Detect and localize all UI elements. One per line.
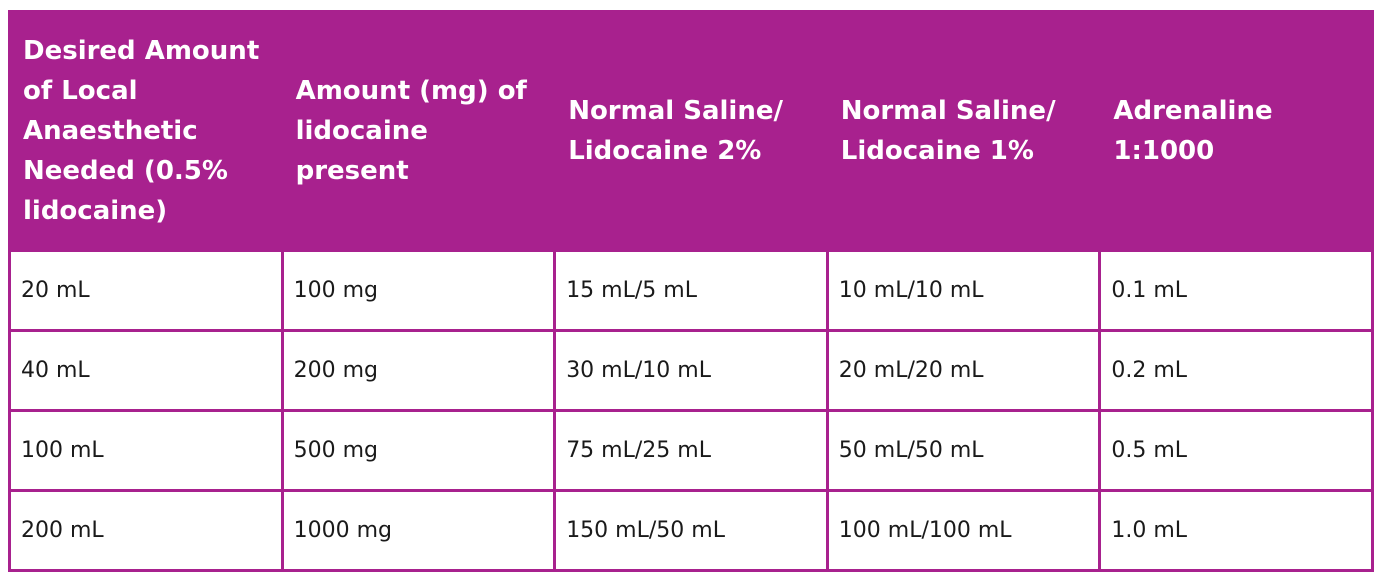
table-cell: 200 mL <box>8 489 284 572</box>
header-cell: Normal Saline/ Lidocaine 2% <box>553 10 829 252</box>
header-cell: Adrenaline 1:1000 <box>1098 10 1374 252</box>
table-cell: 0.5 mL <box>1098 409 1374 492</box>
table-body: 20 mL 100 mg 15 mL/5 mL 10 mL/10 mL 0.1 mL 40… <box>8 249 1374 572</box>
table-cell: 100 mg <box>280 249 557 332</box>
dosage-table: Desired Amount of Local Anaesthetic Need… <box>8 10 1374 572</box>
table-cell: 50 mL/50 mL <box>825 409 1102 492</box>
table-row: 40 mL 200 mg 30 mL/10 mL 20 mL/20 mL 0.2 mL <box>8 329 1374 412</box>
table-row: 20 mL 100 mg 15 mL/5 mL 10 mL/10 mL 0.1 mL <box>8 249 1374 332</box>
table-cell: 30 mL/10 mL <box>553 329 829 412</box>
header-row: Desired Amount of Local Anaesthetic Need… <box>8 10 1374 252</box>
table-cell: 1.0 mL <box>1098 489 1374 572</box>
table-row: 200 mL 1000 mg 150 mL/50 mL 100 mL/100 mL 1.… <box>8 489 1374 572</box>
table-cell: 200 mg <box>280 329 557 412</box>
table-cell: 0.2 mL <box>1098 329 1374 412</box>
table-cell: 100 mL/100 mL <box>825 489 1102 572</box>
table-cell: 0.1 mL <box>1098 249 1374 332</box>
header-cell: Desired Amount of Local Anaesthetic Need… <box>8 10 284 252</box>
table-cell: 20 mL/20 mL <box>825 329 1102 412</box>
header-cell: Normal Saline/ Lidocaine 1% <box>825 10 1102 252</box>
table-header: Desired Amount of Local Anaesthetic Need… <box>8 10 1374 252</box>
table-cell: 10 mL/10 mL <box>825 249 1102 332</box>
table-cell: 1000 mg <box>280 489 557 572</box>
table-cell: 500 mg <box>280 409 557 492</box>
table-row: 100 mL 500 mg 75 mL/25 mL 50 mL/50 mL 0.5 mL <box>8 409 1374 492</box>
header-cell: Amount (mg) of lidocaine present <box>280 10 557 252</box>
table-cell: 100 mL <box>8 409 284 492</box>
table-cell: 15 mL/5 mL <box>553 249 829 332</box>
table-cell: 75 mL/25 mL <box>553 409 829 492</box>
table-cell: 150 mL/50 mL <box>553 489 829 572</box>
table-cell: 40 mL <box>8 329 284 412</box>
table-cell: 20 mL <box>8 249 284 332</box>
table-container: Desired Amount of Local Anaesthetic Need… <box>8 10 1374 572</box>
